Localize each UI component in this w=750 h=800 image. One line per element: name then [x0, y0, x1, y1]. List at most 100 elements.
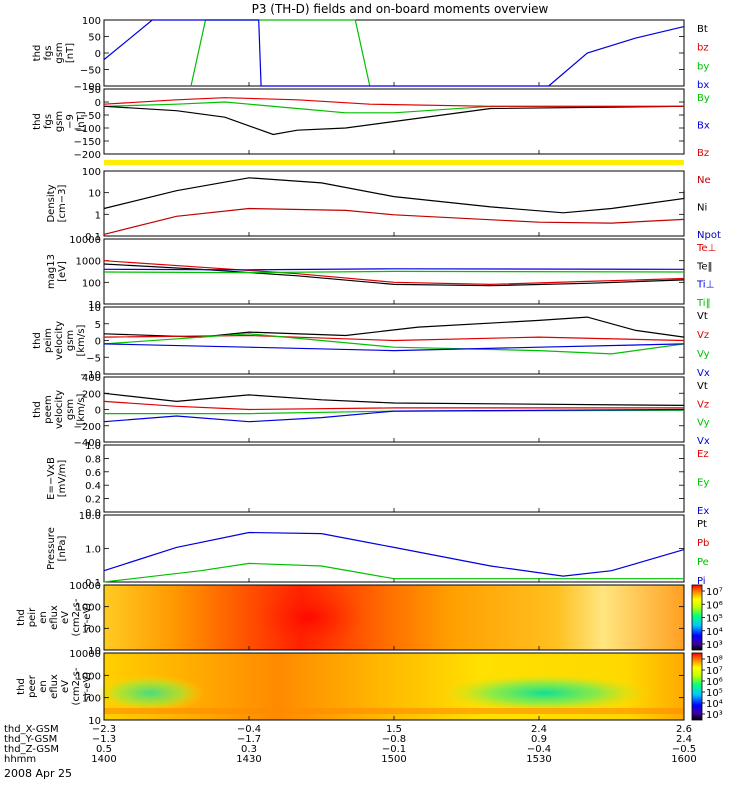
- x-axis-value: −0.4: [237, 724, 261, 735]
- x-axis-value: 1.5: [386, 724, 402, 735]
- y-axis-label: en: [38, 680, 49, 693]
- series-fgs-dc-2: [103, 97, 684, 107]
- y-axis-label: [km/s]: [76, 324, 87, 356]
- panel-efield: 1.0 0.8 0.6 0.4 0.2 0.0 E=−VxB [mV/m] Ez Ey Ex: [46, 441, 709, 519]
- series-density-1: [103, 207, 685, 235]
- legend-entry: Pe: [697, 557, 709, 568]
- colorbar-tick-label: 10⁷: [706, 587, 723, 598]
- legend-entry: Vy: [697, 349, 710, 360]
- panel-bar: [104, 160, 684, 165]
- legend-entry: Vt: [697, 381, 708, 392]
- legend-entry: Ex: [697, 506, 709, 517]
- colorbar-tick-label: 10³: [706, 710, 723, 721]
- x-axis-row-label: thd_Y-GSM: [4, 734, 57, 745]
- y-axis-label: [nPa]: [57, 535, 68, 561]
- y-axis-label: fgs: [43, 114, 54, 129]
- y-axis-label: (cm2-s-: [71, 598, 82, 636]
- y-axis-label: eflux: [49, 605, 60, 630]
- y-tick-label: 0: [95, 337, 101, 348]
- y-tick-label: 10.0: [79, 511, 101, 522]
- y-axis-label: velocity: [54, 390, 65, 429]
- x-axis-value: 1400: [91, 754, 116, 765]
- legend-entry: Pt: [697, 519, 707, 530]
- series-peem-3: [103, 408, 685, 423]
- y-axis-label: eV: [60, 611, 71, 624]
- y-tick-label: −50: [80, 66, 101, 77]
- series-peim-1: [103, 334, 685, 342]
- legend-entry: Bz: [697, 148, 709, 159]
- y-axis-label: gsm: [54, 111, 65, 132]
- legend-entry: Vx: [697, 436, 710, 447]
- colorbar-tick-label: 10⁷: [706, 666, 723, 677]
- y-axis-label: [nT]: [65, 43, 76, 63]
- chart-title: P3 (TH-D) fields and on-board moments ov…: [252, 2, 549, 16]
- series-peim-3: [103, 343, 685, 352]
- series-fgs-0: [190, 19, 371, 87]
- panel-pressure: 10.0 1.0 0.1 Pressure [nPa] Pt Pb Pe Pi: [46, 511, 709, 589]
- legend-entry: Ni: [697, 203, 707, 214]
- x-axis-value: −1.3: [92, 734, 116, 745]
- series-temperature-2: [103, 268, 685, 271]
- y-tick-label: 1000: [76, 257, 101, 268]
- y-tick-label: 200: [82, 389, 101, 400]
- x-axis-value: 1600: [671, 754, 696, 765]
- series-density-0: [103, 177, 685, 214]
- y-tick-label: 10000: [69, 235, 101, 246]
- colorbar-tick-label: 10⁶: [706, 677, 723, 688]
- y-axis-label: thd: [32, 113, 43, 130]
- legend-entry: Ti⊥: [696, 280, 714, 291]
- y-tick-label: 10: [88, 716, 101, 727]
- y-tick-label: 10000: [69, 649, 101, 660]
- x-axis-row-label: hhmm: [4, 754, 36, 765]
- y-axis-label: peem: [43, 395, 54, 423]
- series-fgs-1: [103, 19, 685, 87]
- legend-entry: Vz: [697, 399, 709, 410]
- y-tick-label: 0.4: [85, 481, 101, 492]
- y-tick-label: 10000: [69, 581, 101, 592]
- y-axis-label: en: [38, 611, 49, 624]
- x-axis-value: −0.1: [382, 744, 406, 755]
- yellow-bar: [104, 160, 684, 165]
- legend-entry: Te‖: [696, 261, 713, 272]
- y-axis-label: sr-eV): [82, 603, 93, 632]
- y-axis-label: peim: [43, 328, 54, 353]
- series-peem-0: [103, 392, 685, 406]
- y-axis-label: (cm2-s-: [71, 667, 82, 705]
- y-tick-label: 0.1: [85, 232, 101, 243]
- y-tick-label: 1.0: [85, 441, 101, 452]
- legend-entry: Vt: [697, 311, 708, 322]
- colorbar-tick-label: 10⁴: [706, 699, 723, 710]
- panel-frame: [103, 170, 685, 237]
- peer-low-flux-2: [435, 673, 655, 713]
- series-pressure-0: [103, 531, 685, 577]
- x-axis-value: −0.8: [382, 734, 406, 745]
- series-pressure-1: [103, 562, 684, 583]
- y-tick-label: 50: [88, 85, 101, 96]
- panel-frame: [103, 444, 685, 513]
- legend-entry: Te⊥: [696, 243, 716, 254]
- legend-entry: bx: [697, 80, 709, 91]
- legend-entry: Ti‖: [696, 298, 711, 309]
- legend-entry: Bx: [697, 121, 710, 132]
- y-tick-label: 400: [82, 373, 101, 384]
- x-axis-row-label: thd_Z-GSM: [4, 744, 59, 755]
- legend-entry: Npot: [697, 230, 721, 241]
- series-peem-1: [103, 400, 684, 411]
- y-tick-label: 0.1: [85, 578, 101, 589]
- y-tick-label: 0.6: [85, 468, 101, 479]
- legend-entry: Ez: [697, 449, 709, 460]
- x-axis-row-label: thd_X-GSM: [4, 724, 59, 735]
- panel-fgs: 100 50 0 −50 −100 thd fgs gsm [nT] Bt bz by bx: [32, 16, 709, 93]
- y-tick-label: 10: [88, 646, 101, 657]
- x-axis-value: 1530: [526, 754, 551, 765]
- y-tick-label: −200: [74, 422, 101, 433]
- y-tick-label: −100: [74, 82, 101, 93]
- y-axis-label: [nT]: [76, 111, 87, 131]
- y-tick-label: 1000: [76, 603, 101, 614]
- panel-fgs-dc: 50 0 −50 −100 −150 −200 thd fgs gsm −9 [nT] By Bx Bz: [32, 85, 710, 161]
- y-tick-label: 1.0: [85, 545, 101, 556]
- series-fgs-dc-0: [103, 101, 684, 114]
